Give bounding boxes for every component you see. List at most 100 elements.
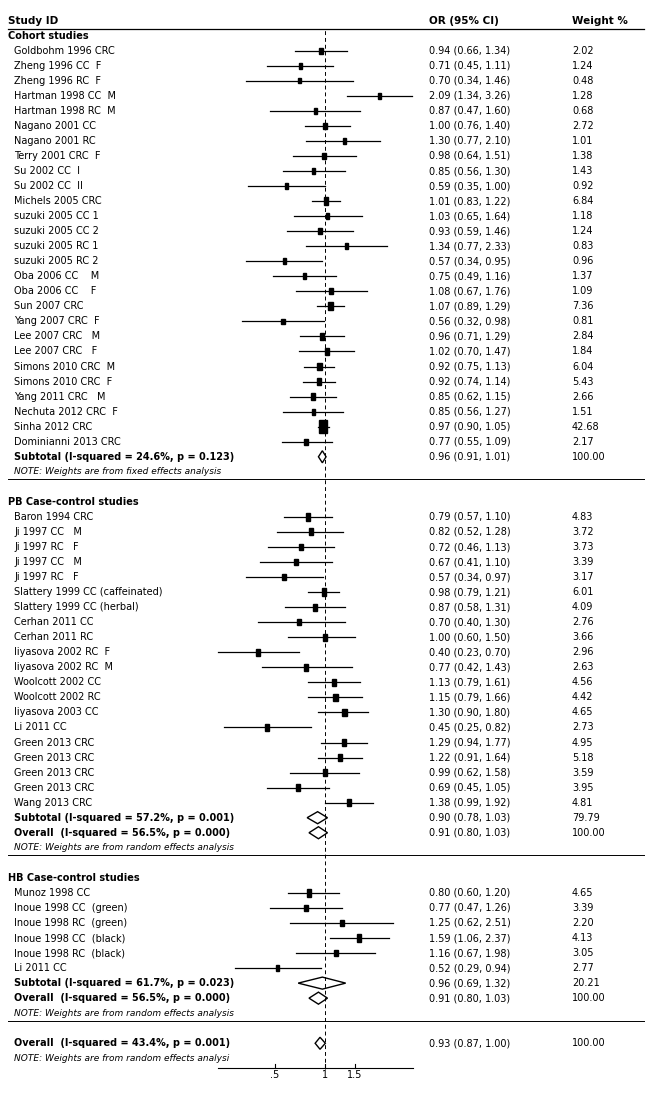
Text: 0.85 (0.62, 1.15): 0.85 (0.62, 1.15): [429, 392, 510, 401]
Text: 1.00 (0.76, 1.40): 1.00 (0.76, 1.40): [429, 121, 510, 131]
Text: 0.79 (0.57, 1.10): 0.79 (0.57, 1.10): [429, 512, 510, 522]
Bar: [340, 920, 344, 927]
Text: Goldbohm 1996 CRC: Goldbohm 1996 CRC: [14, 46, 115, 56]
Text: Oba 2006 CC    F: Oba 2006 CC F: [14, 287, 97, 296]
Bar: [306, 513, 310, 521]
Bar: [322, 589, 326, 596]
Bar: [323, 633, 328, 641]
Bar: [333, 694, 338, 701]
Bar: [342, 738, 346, 746]
Text: 1.43: 1.43: [572, 166, 593, 176]
Text: 4.95: 4.95: [572, 737, 593, 747]
Text: 6.01: 6.01: [572, 587, 593, 597]
Bar: [304, 905, 308, 911]
Text: 3.72: 3.72: [572, 527, 593, 537]
Text: 0.67 (0.41, 1.10): 0.67 (0.41, 1.10): [429, 557, 510, 567]
Text: Iiyasova 2002 RC  F: Iiyasova 2002 RC F: [14, 648, 111, 657]
Text: 2.02: 2.02: [572, 46, 593, 56]
Text: Overall  (I-squared = 56.5%, p = 0.000): Overall (I-squared = 56.5%, p = 0.000): [14, 828, 231, 838]
Text: HB Case-control studies: HB Case-control studies: [8, 873, 140, 883]
Text: 0.96 (0.69, 1.32): 0.96 (0.69, 1.32): [429, 978, 510, 988]
Text: 4.09: 4.09: [572, 602, 593, 613]
Text: Slattery 1999 CC (caffeinated): Slattery 1999 CC (caffeinated): [14, 587, 163, 597]
Text: Subtotal (I-squared = 61.7%, p = 0.023): Subtotal (I-squared = 61.7%, p = 0.023): [14, 978, 235, 988]
Text: Green 2013 CRC: Green 2013 CRC: [14, 782, 94, 793]
Bar: [294, 559, 298, 566]
Text: NOTE: Weights are from random effects analysis: NOTE: Weights are from random effects an…: [14, 843, 234, 852]
Text: 3.73: 3.73: [572, 542, 593, 552]
Text: 1.24: 1.24: [572, 226, 593, 236]
Text: 1.00 (0.60, 1.50): 1.00 (0.60, 1.50): [429, 632, 510, 642]
Text: 0.92 (0.74, 1.14): 0.92 (0.74, 1.14): [429, 376, 510, 386]
Text: 0.87 (0.58, 1.31): 0.87 (0.58, 1.31): [429, 602, 510, 613]
Text: 1.07 (0.89, 1.29): 1.07 (0.89, 1.29): [429, 301, 510, 312]
Text: 0.59 (0.35, 1.00): 0.59 (0.35, 1.00): [429, 182, 510, 191]
Text: 4.65: 4.65: [572, 888, 593, 898]
Text: 0.92: 0.92: [572, 182, 593, 191]
Bar: [313, 108, 317, 114]
Text: 1.18: 1.18: [572, 211, 593, 221]
Text: Overall  (I-squared = 43.4%, p = 0.001): Overall (I-squared = 43.4%, p = 0.001): [14, 1038, 231, 1048]
Text: Zheng 1996 CC  F: Zheng 1996 CC F: [14, 61, 101, 71]
Text: Ji 1997 RC   F: Ji 1997 RC F: [14, 572, 79, 582]
Bar: [319, 47, 322, 54]
Text: 1.34 (0.77, 2.33): 1.34 (0.77, 2.33): [429, 242, 510, 252]
Text: 0.77 (0.42, 1.43): 0.77 (0.42, 1.43): [429, 662, 510, 673]
Text: 1.15 (0.79, 1.66): 1.15 (0.79, 1.66): [429, 693, 510, 702]
Text: 0.48: 0.48: [572, 75, 593, 85]
Bar: [296, 784, 300, 791]
Text: 2.72: 2.72: [572, 121, 593, 131]
Text: 1.28: 1.28: [572, 91, 593, 101]
Text: 100.00: 100.00: [572, 452, 606, 462]
Text: Yang 2011 CRC   M: Yang 2011 CRC M: [14, 392, 106, 401]
Text: 0.70 (0.34, 1.46): 0.70 (0.34, 1.46): [429, 75, 510, 85]
Text: 0.97 (0.90, 1.05): 0.97 (0.90, 1.05): [429, 421, 510, 432]
Text: NOTE: Weights are from random effects analysis: NOTE: Weights are from random effects an…: [14, 1009, 234, 1017]
Text: 2.77: 2.77: [572, 963, 593, 973]
Text: 0.98 (0.64, 1.51): 0.98 (0.64, 1.51): [429, 151, 510, 161]
Text: Iiyasova 2002 RC  M: Iiyasova 2002 RC M: [14, 662, 113, 673]
Text: 1.38: 1.38: [572, 151, 593, 161]
Text: 79.79: 79.79: [572, 813, 600, 823]
Bar: [304, 439, 308, 445]
Text: Oba 2006 CC    M: Oba 2006 CC M: [14, 271, 99, 281]
Text: 0.70 (0.40, 1.30): 0.70 (0.40, 1.30): [429, 617, 510, 627]
Text: suzuki 2005 RC 2: suzuki 2005 RC 2: [14, 256, 99, 266]
Text: Inoue 1998 CC  (black): Inoue 1998 CC (black): [14, 933, 125, 943]
Text: 0.91 (0.80, 1.03): 0.91 (0.80, 1.03): [429, 993, 510, 1003]
Text: 1.01 (0.83, 1.22): 1.01 (0.83, 1.22): [429, 196, 510, 206]
Text: 0.80 (0.60, 1.20): 0.80 (0.60, 1.20): [429, 888, 510, 898]
Text: Cerhan 2011 RC: Cerhan 2011 RC: [14, 632, 94, 642]
Bar: [343, 709, 346, 717]
Text: 0.96 (0.71, 1.29): 0.96 (0.71, 1.29): [429, 331, 510, 341]
Bar: [285, 183, 289, 189]
Text: Dominianni 2013 CRC: Dominianni 2013 CRC: [14, 437, 121, 446]
Text: 2.09 (1.34, 3.26): 2.09 (1.34, 3.26): [429, 91, 510, 101]
Bar: [378, 93, 381, 98]
Text: 0.93 (0.59, 1.46): 0.93 (0.59, 1.46): [429, 226, 510, 236]
Text: 0.71 (0.45, 1.11): 0.71 (0.45, 1.11): [429, 61, 510, 71]
Bar: [318, 229, 322, 234]
Bar: [302, 274, 306, 279]
Text: suzuki 2005 CC 2: suzuki 2005 CC 2: [14, 226, 99, 236]
Text: 0.72 (0.46, 1.13): 0.72 (0.46, 1.13): [429, 542, 510, 552]
Text: 4.81: 4.81: [572, 798, 593, 807]
Bar: [256, 649, 260, 655]
Text: suzuki 2005 CC 1: suzuki 2005 CC 1: [14, 211, 99, 221]
Text: 4.42: 4.42: [572, 693, 593, 702]
Text: 0.52 (0.29, 0.94): 0.52 (0.29, 0.94): [429, 963, 510, 973]
Text: 3.17: 3.17: [572, 572, 593, 582]
Text: 0.85 (0.56, 1.30): 0.85 (0.56, 1.30): [429, 166, 510, 176]
Text: Sinha 2012 CRC: Sinha 2012 CRC: [14, 421, 92, 432]
Bar: [307, 889, 311, 896]
Text: 0.82 (0.52, 1.28): 0.82 (0.52, 1.28): [429, 527, 511, 537]
Text: 1.59 (1.06, 2.37): 1.59 (1.06, 2.37): [429, 933, 510, 943]
Text: Wang 2013 CRC: Wang 2013 CRC: [14, 798, 92, 807]
Text: 2.63: 2.63: [572, 662, 593, 673]
Text: Subtotal (I-squared = 24.6%, p = 0.123): Subtotal (I-squared = 24.6%, p = 0.123): [14, 452, 235, 462]
Text: 0.87 (0.47, 1.60): 0.87 (0.47, 1.60): [429, 106, 510, 116]
Text: Ji 1997 RC   F: Ji 1997 RC F: [14, 542, 79, 552]
Text: 0.93 (0.87, 1.00): 0.93 (0.87, 1.00): [429, 1038, 510, 1048]
Bar: [309, 528, 313, 535]
Text: 0.68: 0.68: [572, 106, 593, 116]
